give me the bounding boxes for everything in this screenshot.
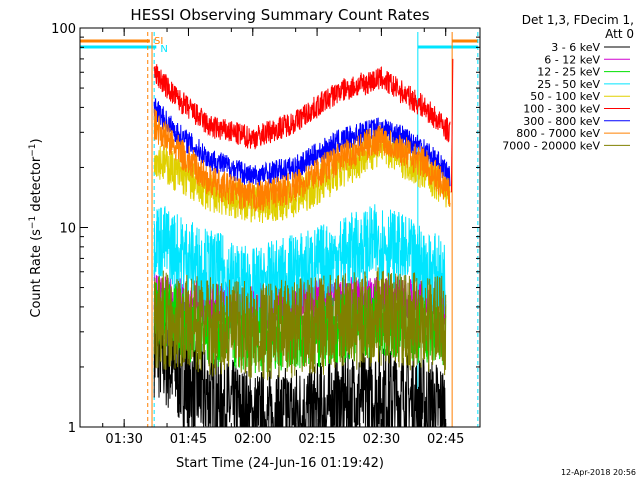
legend-entry-label: 50 - 100 keV [530,90,600,103]
y-tick-label: 1 [68,421,76,436]
series-line [153,64,451,150]
legend-entry-label: 800 - 7000 keV [516,127,600,140]
legend-entry-label: 12 - 25 keV [537,66,600,79]
timestamp: 12-Apr-2018 20:56 [561,468,636,477]
series-line [450,58,454,193]
plot-area: SIN [80,32,479,427]
x-axis-label: Start Time (24-Jun-16 01:19:42) [176,456,384,471]
x-tick-label: 02:00 [234,432,271,447]
axes: 01:30 01:45 02:00 02:15 02:30 02:45 1 10 100 [51,22,480,447]
x-tick-label: 01:45 [170,432,207,447]
state-marker-label: SI [154,36,163,47]
series-line [153,267,447,381]
x-tick-label: 02:15 [298,432,335,447]
x-tick-label: 01:30 [105,432,142,447]
legend-header-line2: Att 0 [605,27,634,41]
y-axis-label: Count Rate (s−1 detector−1) [28,138,44,317]
chart-title: HESSI Observing Summary Count Rates [130,6,429,24]
legend-entry-label: 6 - 12 keV [544,53,600,66]
series-line [153,305,446,427]
state-marker-label: N [160,44,167,55]
legend-entry-label: 100 - 300 keV [523,103,600,116]
x-tick-label: 02:30 [363,432,400,447]
x-tick-label: 02:45 [427,432,464,447]
legend-entry-label: 7000 - 20000 keV [502,139,600,152]
legend-entry-label: 25 - 50 keV [537,78,600,91]
legend-header-line1: Det 1,3, FDecim 1, [522,13,634,27]
series-line [153,108,451,212]
y-tick-label: 10 [59,222,76,237]
legend-entry-label: 3 - 6 keV [551,41,600,54]
y-tick-label: 100 [51,22,76,37]
legend-entry-label: 300 - 800 keV [523,115,600,128]
